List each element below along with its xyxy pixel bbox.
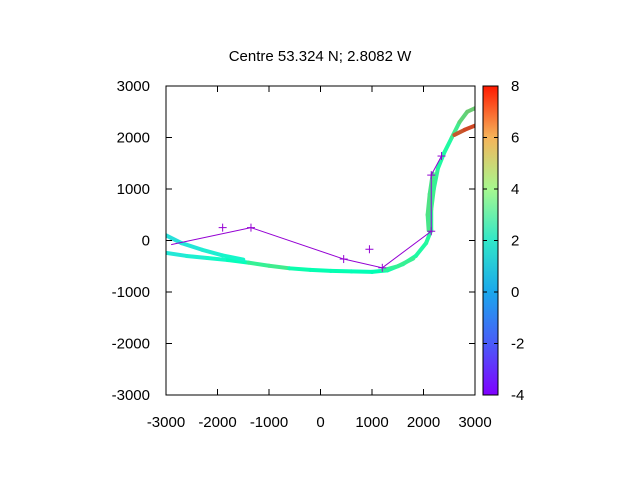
x-tick-label: 2000 (407, 414, 440, 431)
track-segment (184, 253, 210, 261)
track-3-segment (425, 212, 431, 233)
y-tick-label: 2000 (117, 130, 150, 147)
y-tick-label: 1000 (117, 181, 150, 198)
track-segment (246, 260, 271, 268)
track-2-segment (200, 247, 225, 258)
track-segment (442, 135, 454, 155)
plus-marker (365, 245, 374, 254)
x-tick-label: 3000 (458, 414, 491, 431)
track-segment (349, 269, 374, 274)
y-tick-label: 3000 (117, 78, 150, 95)
track-group (166, 106, 475, 274)
track-2-segment (220, 253, 246, 262)
track-segment (435, 150, 447, 171)
colorbar-tick-label: 2 (511, 233, 519, 250)
x-tick-label: -2000 (198, 414, 236, 431)
colorbar-tick-label: 0 (511, 284, 519, 301)
track-segment (431, 166, 440, 191)
colorbar-tick-label: 6 (511, 130, 519, 147)
track-segment (166, 250, 189, 258)
colorbar-axis: -4 -2 0 2 4 6 8 (483, 78, 524, 404)
y-axis: -3000 -2000 -1000 0 1000 2000 3000 (112, 78, 475, 404)
plus-marker (246, 223, 255, 232)
plus-marker (427, 171, 436, 180)
track-4-segment (462, 123, 475, 132)
track-5-segment (395, 256, 416, 269)
x-tick-label: 0 (316, 414, 324, 431)
colorbar-tick-label: -4 (511, 387, 524, 404)
y-tick-label: -2000 (112, 336, 150, 353)
track-5-segment (380, 264, 400, 273)
y-tick-label: -1000 (112, 284, 150, 301)
track-segment (287, 266, 313, 272)
x-tick-label: -3000 (147, 414, 185, 431)
chart-title: Centre 53.324 N; 2.8082 W (229, 48, 412, 65)
y-tick-label: 0 (142, 233, 150, 250)
track-segment (413, 241, 429, 258)
y-tick-label: -3000 (112, 387, 150, 404)
colorbar-tick-label: -2 (511, 336, 524, 353)
track-segment (308, 267, 333, 273)
plus-marker (218, 223, 227, 232)
track-2-segment (166, 233, 184, 246)
track-segment (205, 256, 230, 263)
colorbar-tick-label: 4 (511, 181, 519, 198)
plus-marker (378, 263, 387, 272)
x-axis: -3000 -2000 -1000 0 1000 2000 3000 (147, 86, 492, 431)
track-2-segment (179, 241, 205, 252)
x-tick-label: -1000 (250, 414, 288, 431)
track-3-segment (425, 192, 432, 217)
track-segment (465, 106, 475, 114)
track-segment (225, 258, 251, 265)
line-series-group (171, 152, 446, 272)
x-tick-label: 1000 (355, 414, 388, 431)
track-segment (457, 109, 470, 125)
plus-marker (437, 152, 446, 161)
track-segment (328, 268, 354, 274)
plus-marker (427, 227, 436, 236)
plus-marker (339, 255, 348, 264)
track-segment (267, 263, 292, 271)
colorbar-tick-label: 8 (511, 78, 519, 95)
